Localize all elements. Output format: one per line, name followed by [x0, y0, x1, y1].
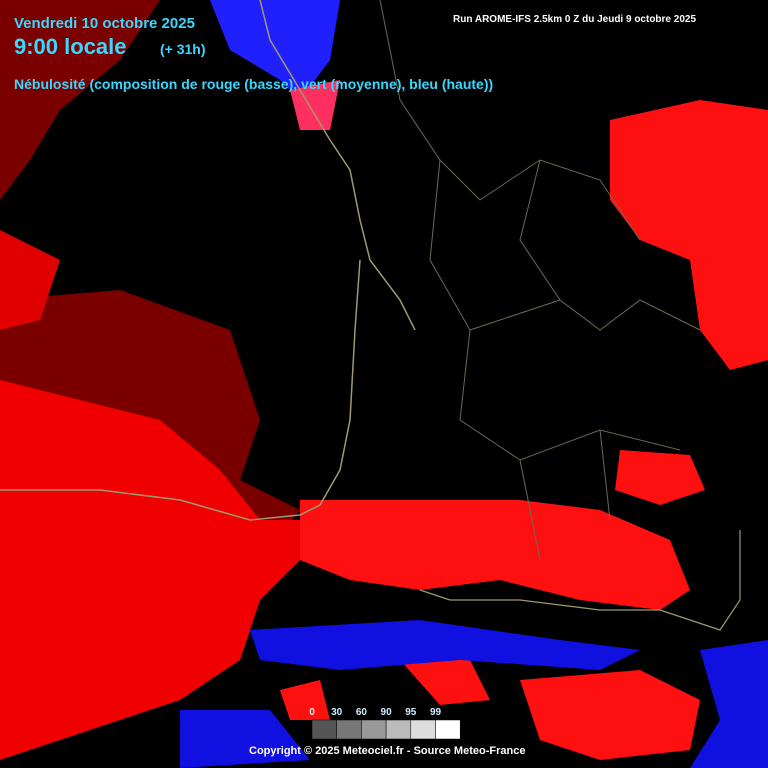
legend-swatch — [410, 719, 436, 740]
coastline — [0, 0, 741, 631]
time: 9:00 locale — [14, 34, 127, 59]
legend-swatch — [435, 719, 461, 740]
legend-label: 90 — [381, 707, 393, 718]
run-info: Run AROME-IFS 2.5km 0 Z du Jeudi 9 octob… — [453, 14, 696, 25]
legend-label: 95 — [405, 707, 417, 718]
lead-time: (+ 31h) — [160, 41, 206, 57]
copyright: Copyright © 2025 Meteociel.fr - Source M… — [249, 745, 525, 757]
borders — [379, 0, 701, 561]
legend-swatch — [336, 719, 362, 740]
legend-swatch — [311, 719, 337, 740]
legend: 0 30 60 90 95 99 — [309, 707, 461, 740]
legend-swatch — [361, 719, 387, 740]
date: Vendredi 10 octobre 2025 — [14, 15, 195, 32]
legend-label: 99 — [430, 707, 442, 718]
legend-label: 60 — [356, 707, 368, 718]
map-title: Nébulosité (composition de rouge (basse)… — [14, 76, 493, 92]
legend-label: 30 — [331, 707, 343, 718]
legend-label: 0 — [309, 707, 315, 718]
legend-swatch — [385, 719, 412, 740]
